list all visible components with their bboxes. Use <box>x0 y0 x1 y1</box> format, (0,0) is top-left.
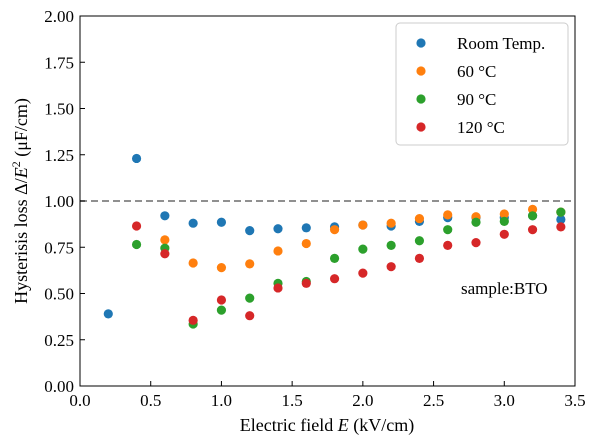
point-series-3 <box>245 311 255 321</box>
y-tick-label: 0.00 <box>44 377 74 396</box>
point-series-1 <box>443 210 453 220</box>
y-tick-label: 2.00 <box>44 7 74 26</box>
legend: Room Temp. 60 °C 90 °C 120 °C <box>395 22 569 146</box>
plot-frame <box>79 15 576 387</box>
legend-label: 60 °C <box>457 62 496 81</box>
point-series-1 <box>414 213 425 224</box>
point-series-1 <box>245 259 255 269</box>
point-series-1 <box>358 220 368 230</box>
point-series-3 <box>216 295 227 305</box>
legend-marker <box>416 94 426 104</box>
legend-marker <box>416 122 426 132</box>
point-series-2 <box>527 211 538 221</box>
x-tick-label: 3.5 <box>564 391 585 410</box>
x-tick-label: 1.0 <box>211 391 232 410</box>
point-series-2 <box>329 253 340 263</box>
point-series-3 <box>301 278 311 288</box>
x-axis-label: Electric field E (kV/cm) <box>240 415 414 436</box>
point-series-0 <box>188 218 198 228</box>
point-series-1 <box>329 225 340 235</box>
point-series-2 <box>499 216 509 226</box>
y-tick-label: 1.75 <box>44 53 74 72</box>
point-series-3 <box>471 238 481 248</box>
data-points <box>103 153 566 329</box>
point-series-1 <box>188 258 198 268</box>
legend-label: Room Temp. <box>457 34 545 53</box>
point-series-3 <box>527 225 538 235</box>
point-series-3 <box>386 262 396 272</box>
point-series-3 <box>131 221 142 231</box>
annotation-sample: sample:BTO <box>461 279 548 298</box>
point-series-3 <box>273 283 283 293</box>
axis-ticks: 0.0 0.5 1.0 1.5 2.0 2.5 3.0 3.5 0.00 0.25 0.50 0.75… <box>44 7 585 410</box>
y-tick-label: 1.00 <box>44 192 74 211</box>
point-series-3 <box>358 268 368 278</box>
point-series-2 <box>386 240 396 250</box>
y-tick-label: 0.75 <box>44 238 74 257</box>
point-series-1 <box>216 263 227 273</box>
legend-marker <box>416 66 426 76</box>
point-series-0 <box>273 224 283 234</box>
point-series-1 <box>273 246 283 256</box>
x-tick-label: 2.0 <box>352 391 373 410</box>
point-series-2 <box>471 217 481 227</box>
point-series-0 <box>160 211 170 221</box>
point-series-1 <box>386 218 396 228</box>
point-series-3 <box>160 249 170 259</box>
y-axis-label: Hysterisis loss Δ/E2 (μF/cm) <box>9 98 32 304</box>
point-series-0 <box>131 153 142 164</box>
y-tick-label: 1.25 <box>44 146 74 165</box>
point-series-2 <box>131 239 142 250</box>
point-series-3 <box>414 253 425 263</box>
x-tick-label: 3.0 <box>494 391 515 410</box>
point-series-3 <box>329 274 340 284</box>
point-series-2 <box>414 236 425 246</box>
point-series-1 <box>160 235 170 245</box>
point-series-1 <box>499 209 509 219</box>
point-series-0 <box>216 217 227 227</box>
point-series-3 <box>188 315 198 325</box>
point-series-1 <box>301 238 311 249</box>
legend-label: 90 °C <box>457 90 496 109</box>
x-tick-label: 0.0 <box>69 391 90 410</box>
point-series-2 <box>556 207 566 217</box>
legend-marker <box>416 38 426 48</box>
point-series-0 <box>245 226 255 236</box>
x-tick-label: 0.5 <box>140 391 161 410</box>
point-series-3 <box>556 222 566 232</box>
legend-box <box>395 22 569 146</box>
point-series-0 <box>103 309 113 319</box>
point-series-3 <box>499 229 509 239</box>
point-series-2 <box>358 244 368 254</box>
point-series-3 <box>443 240 453 250</box>
y-tick-label: 0.25 <box>44 331 74 350</box>
point-series-0 <box>301 223 311 233</box>
legend-label: 120 °C <box>457 118 505 137</box>
point-series-1 <box>527 204 538 214</box>
point-series-0 <box>556 214 566 225</box>
x-tick-label: 1.5 <box>282 391 303 410</box>
point-series-2 <box>245 293 255 303</box>
y-tick-label: 1.50 <box>44 100 74 119</box>
point-series-2 <box>216 305 227 315</box>
x-tick-label: 2.5 <box>423 391 444 410</box>
point-series-2 <box>443 225 453 235</box>
y-tick-label: 0.50 <box>44 285 74 304</box>
